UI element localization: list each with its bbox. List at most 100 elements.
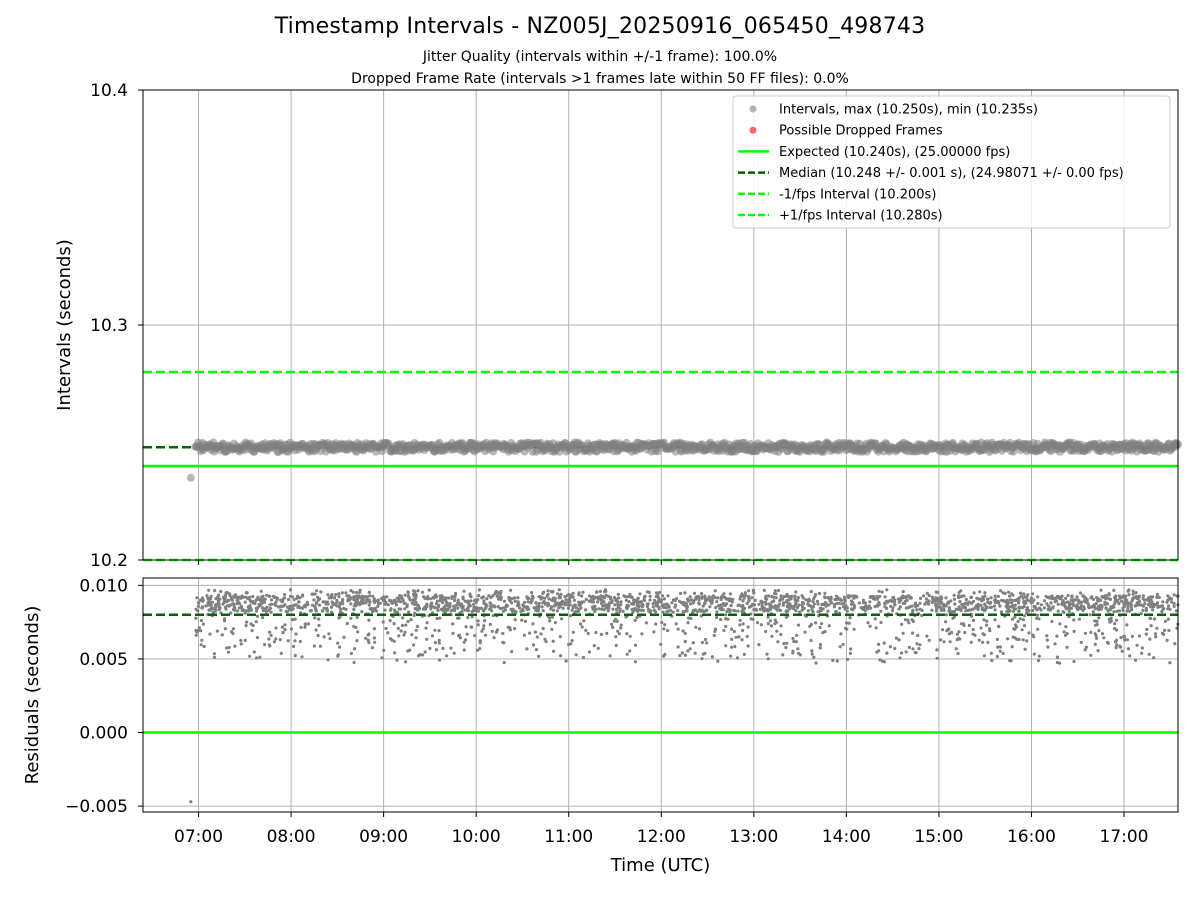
residual-point bbox=[1014, 607, 1018, 611]
residual-point bbox=[882, 641, 886, 645]
residual-point bbox=[1058, 597, 1062, 601]
residual-point bbox=[462, 648, 466, 652]
residual-point bbox=[1020, 628, 1024, 632]
residual-point bbox=[503, 608, 508, 612]
residual-point bbox=[1127, 609, 1131, 613]
residual-point bbox=[559, 654, 563, 658]
residual-point bbox=[818, 642, 823, 647]
residual-point bbox=[743, 591, 748, 595]
residual-point bbox=[533, 630, 538, 634]
residual-point bbox=[382, 648, 386, 653]
residual-point bbox=[1042, 606, 1046, 610]
residual-point bbox=[680, 651, 684, 655]
residual-point bbox=[908, 596, 912, 600]
residual-point bbox=[510, 597, 514, 601]
residual-point bbox=[1148, 603, 1153, 607]
residual-point bbox=[885, 588, 889, 592]
residual-point bbox=[356, 597, 360, 602]
residual-point bbox=[258, 655, 262, 659]
residual-point bbox=[1123, 597, 1127, 601]
residual-point bbox=[288, 604, 292, 609]
residual-point bbox=[1095, 622, 1099, 627]
residual-point bbox=[1091, 597, 1095, 602]
residual-point bbox=[249, 608, 253, 612]
residual-point bbox=[823, 630, 827, 634]
legend-label: Median (10.248 +/- 0.001 s), (24.98071 +… bbox=[779, 166, 1124, 181]
residual-point bbox=[1129, 601, 1133, 605]
residual-point bbox=[911, 647, 915, 651]
residual-point bbox=[954, 647, 958, 651]
residual-point bbox=[215, 602, 219, 606]
residual-point bbox=[821, 607, 825, 611]
x-tick-label: 09:00 bbox=[359, 827, 408, 847]
residual-point bbox=[544, 640, 548, 644]
residual-point bbox=[429, 607, 433, 611]
residual-point bbox=[600, 601, 604, 606]
residual-point bbox=[710, 655, 715, 659]
residual-point bbox=[984, 604, 988, 609]
residual-point bbox=[736, 609, 740, 613]
residual-point bbox=[1104, 606, 1108, 611]
residual-point bbox=[985, 597, 990, 601]
residual-point bbox=[465, 632, 469, 636]
residual-point bbox=[236, 598, 240, 602]
legend-label: Expected (10.240s), (25.00000 fps) bbox=[779, 145, 1010, 160]
residual-point bbox=[1141, 604, 1145, 608]
residual-point bbox=[291, 607, 295, 611]
residual-point bbox=[453, 591, 458, 596]
residual-point bbox=[571, 595, 575, 599]
residual-point bbox=[766, 657, 770, 661]
residual-point bbox=[441, 601, 445, 605]
residual-point bbox=[568, 596, 572, 601]
residual-point bbox=[841, 605, 846, 609]
residual-point bbox=[800, 603, 804, 607]
residual-point bbox=[666, 594, 670, 598]
residual-point bbox=[619, 603, 623, 607]
residual-point bbox=[1047, 604, 1051, 608]
residual-point bbox=[784, 645, 788, 650]
residual-point bbox=[400, 623, 404, 628]
dropped-frame-subtitle: Dropped Frame Rate (intervals >1 frames … bbox=[351, 71, 849, 87]
residual-point bbox=[560, 602, 564, 606]
residual-point bbox=[599, 598, 603, 602]
residual-point bbox=[283, 596, 287, 600]
residual-point bbox=[1126, 647, 1131, 651]
residual-point bbox=[810, 652, 814, 656]
residual-point bbox=[341, 597, 345, 602]
residual-point bbox=[624, 615, 628, 619]
residual-point bbox=[1087, 603, 1091, 607]
residual-point bbox=[719, 617, 723, 622]
residual-point bbox=[1032, 598, 1036, 602]
residual-point bbox=[1173, 642, 1177, 646]
residual-point bbox=[1114, 646, 1118, 650]
residual-point bbox=[904, 650, 908, 654]
residual-point bbox=[199, 629, 203, 633]
residual-point bbox=[621, 609, 625, 613]
residual-point bbox=[566, 606, 571, 610]
residual-point bbox=[481, 627, 485, 631]
residual-point bbox=[282, 592, 287, 597]
residual-point bbox=[306, 622, 311, 626]
residual-point bbox=[545, 594, 549, 598]
residual-point bbox=[659, 642, 663, 646]
residual-point bbox=[608, 597, 613, 601]
residual-point bbox=[1168, 607, 1172, 611]
residual-point bbox=[359, 600, 364, 604]
residual-point bbox=[337, 616, 341, 620]
residual-point bbox=[816, 602, 820, 606]
residual-point bbox=[264, 610, 269, 614]
residual-point bbox=[1130, 634, 1134, 639]
residual-point bbox=[893, 646, 897, 651]
intervals-y-ticks: 10.2 10.3 10.4 bbox=[90, 81, 143, 571]
residual-point bbox=[320, 609, 325, 613]
residual-point bbox=[325, 608, 329, 613]
residual-point bbox=[580, 594, 584, 598]
residual-point bbox=[316, 633, 320, 638]
residual-point bbox=[976, 606, 980, 611]
residual-point bbox=[626, 605, 630, 609]
residual-point bbox=[481, 595, 485, 599]
residual-point bbox=[648, 594, 652, 598]
residual-point bbox=[425, 637, 429, 641]
residual-point bbox=[314, 609, 318, 613]
residual-point bbox=[1134, 595, 1138, 599]
